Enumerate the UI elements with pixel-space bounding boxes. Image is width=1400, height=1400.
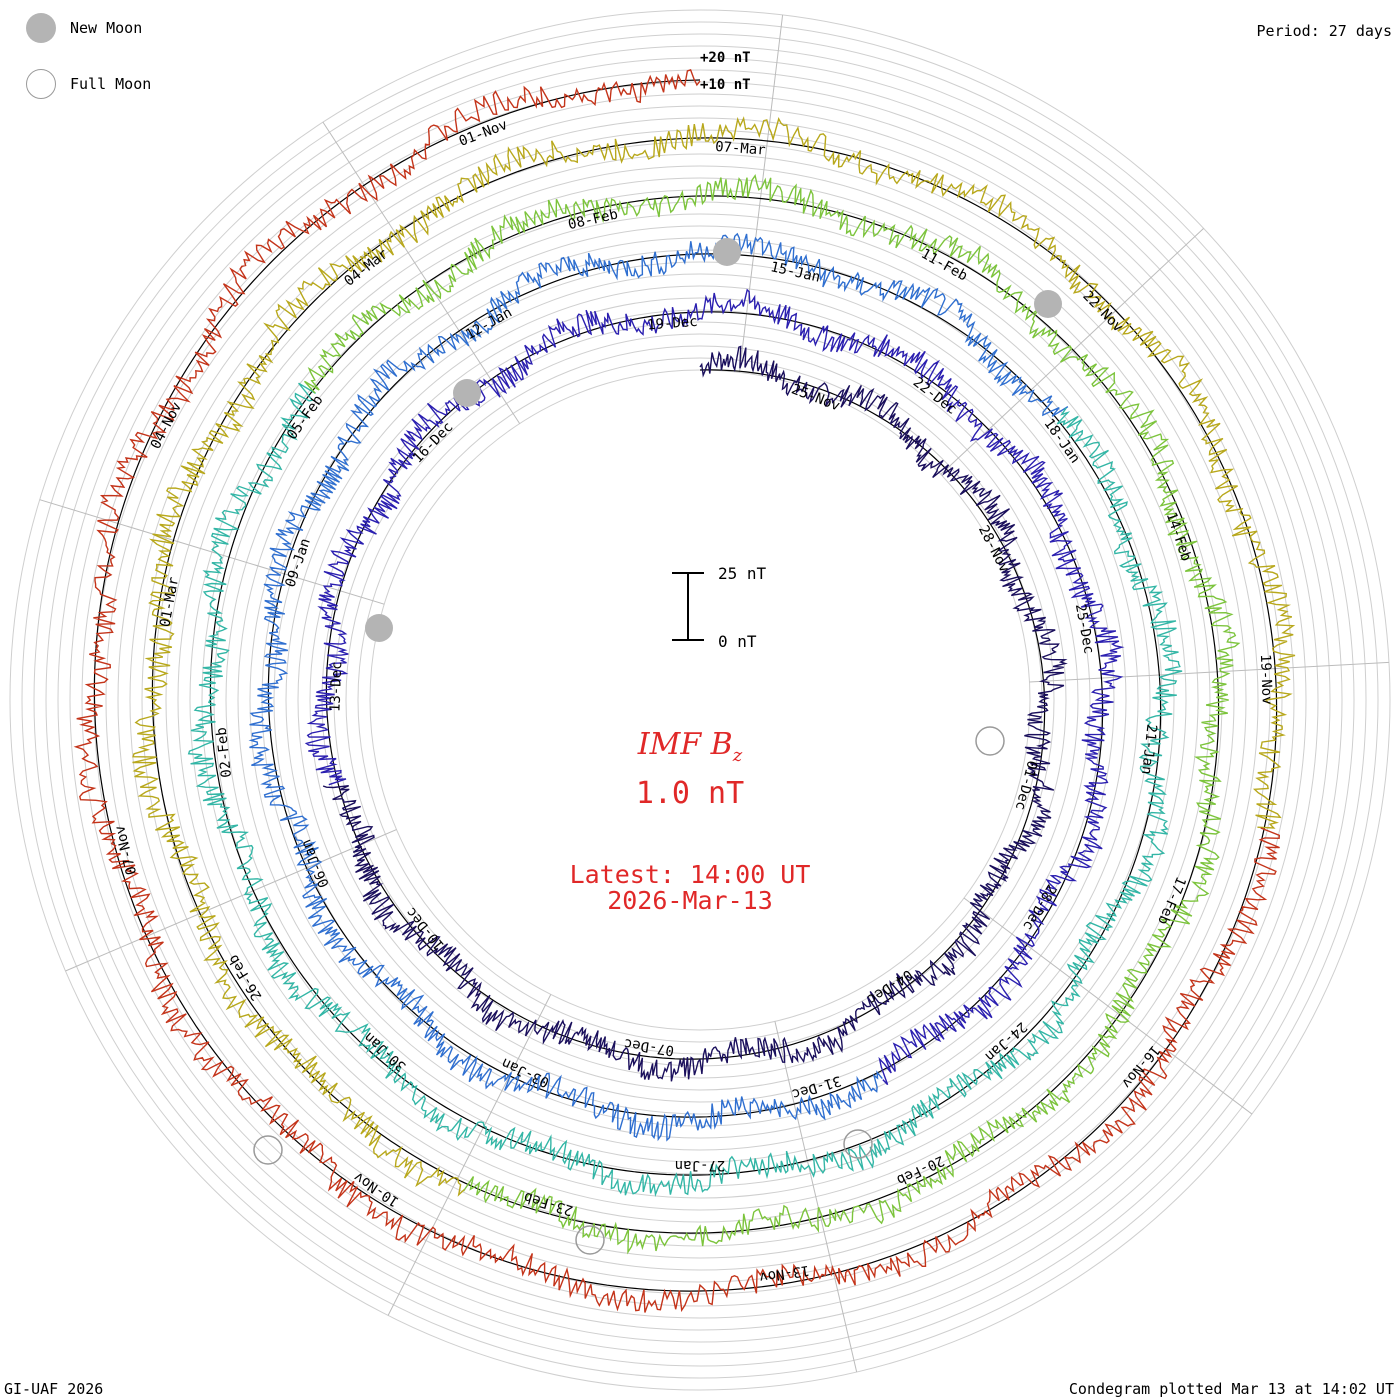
- full-moon-marker: [575, 1225, 605, 1255]
- series-line-2: [248, 232, 1069, 1142]
- grid-ring: [213, 213, 1187, 1187]
- date-label: 11-Feb: [918, 246, 970, 285]
- date-label: 13-Nov: [758, 1262, 810, 1285]
- grid-spoke: [322, 121, 521, 424]
- grid-spoke: [387, 994, 552, 1316]
- grid-spoke: [65, 829, 397, 972]
- legend-new-moon: New Moon: [26, 13, 142, 43]
- grid-ring: [117, 117, 1283, 1283]
- grid-ring: [309, 309, 1091, 1091]
- series-line-1: [304, 288, 1125, 1086]
- ring-scale-plus10: +10 nT: [700, 77, 751, 93]
- series-line-0: [322, 345, 1068, 1082]
- new-moon-icon: [26, 13, 56, 43]
- date-label: 21-Jan: [1138, 723, 1159, 775]
- new-moon-marker: [365, 614, 393, 642]
- full-moon-marker: [843, 1129, 873, 1159]
- date-label: 06-Jan: [298, 837, 332, 890]
- legend-full-moon: Full Moon: [26, 69, 151, 99]
- date-label: 07-Dec: [623, 1035, 675, 1058]
- period-label: Period: 27 days: [1256, 22, 1392, 40]
- grid-spoke: [963, 897, 1253, 1115]
- grid-spoke: [739, 14, 784, 373]
- grid-ring: [225, 225, 1175, 1175]
- series-line-4: [303, 173, 1241, 1255]
- grid-ring: [9, 9, 1391, 1391]
- grid-spoke: [940, 227, 1204, 475]
- grid-ring: [249, 249, 1151, 1151]
- grid-ring: [105, 105, 1295, 1295]
- series-line-6: [73, 69, 1281, 1313]
- grid-ring: [345, 345, 1055, 1055]
- grid-ring: [45, 45, 1355, 1355]
- date-label: 20-Feb: [894, 1152, 947, 1188]
- full-moon-icon: [26, 69, 56, 99]
- chart-title-subscript: z: [732, 745, 743, 766]
- grid-spoke: [774, 1021, 858, 1373]
- date-label: 15-Jan: [769, 259, 822, 286]
- current-value: 1.0 nT: [635, 776, 745, 811]
- grid-spoke: [1029, 661, 1390, 683]
- date-label: 25-Nov: [789, 381, 842, 414]
- latest-time: Latest: 14:00 UT: [569, 860, 811, 889]
- date-label: 25-Dec: [1072, 603, 1097, 656]
- chart-title: IMF Bz: [490, 727, 890, 766]
- latest-date: 2026-Mar-13: [607, 886, 773, 915]
- credit-label: GI-UAF 2026: [4, 1380, 104, 1398]
- grid-ring: [141, 141, 1259, 1259]
- new-moon-marker: [1034, 290, 1062, 318]
- date-label: 27-Jan: [675, 1157, 726, 1173]
- new-moon-marker: [453, 379, 481, 407]
- full-moon-marker: [975, 726, 1005, 756]
- date-label: 07-Mar: [715, 139, 767, 159]
- grid-ring: [165, 165, 1235, 1235]
- grid-ring: [273, 273, 1127, 1127]
- date-label: 04-Nov: [148, 400, 185, 452]
- date-label: 28-Dec: [1019, 881, 1059, 933]
- grid-ring: [21, 21, 1379, 1379]
- date-label: 24-Jan: [982, 1018, 1030, 1064]
- series-line-3: [187, 382, 1183, 1197]
- ring-scale-plus20: +20 nT: [700, 50, 751, 66]
- grid-ring: [33, 33, 1367, 1367]
- date-label: 19-Nov: [1257, 654, 1275, 705]
- series-line-5: [132, 116, 1296, 1197]
- date-label: 22-Nov: [1079, 288, 1126, 335]
- grid-ring: [57, 57, 1343, 1343]
- date-label: 13-Dec: [327, 661, 345, 712]
- date-label: 01-Nov: [457, 117, 510, 150]
- legend-new-moon-label: New Moon: [70, 19, 143, 37]
- grid-ring: [201, 201, 1199, 1199]
- chart-title-main: IMF B: [637, 727, 733, 762]
- grid-ring: [177, 177, 1223, 1223]
- date-label: 19-Dec: [647, 314, 699, 334]
- grid-ring: [357, 357, 1043, 1043]
- grid-ring: [69, 69, 1331, 1331]
- date-label: 02-Feb: [214, 726, 235, 778]
- scale-bar-bottom-label: 0 nT: [718, 632, 757, 651]
- scale-bar-top-label: 25 nT: [718, 564, 767, 583]
- grid-ring: [261, 261, 1139, 1139]
- legend-full-moon-label: Full Moon: [70, 75, 152, 93]
- grid-ring: [297, 297, 1103, 1103]
- plotted-label: Condegram plotted Mar 13 at 14:02 UT: [1068, 1380, 1394, 1398]
- grid-ring: [285, 285, 1115, 1115]
- full-moon-marker: [253, 1135, 283, 1165]
- date-label: 16-Nov: [1118, 1042, 1163, 1091]
- new-moon-marker: [713, 238, 741, 266]
- grid-ring: [369, 369, 1031, 1031]
- grid-ring: [333, 333, 1067, 1067]
